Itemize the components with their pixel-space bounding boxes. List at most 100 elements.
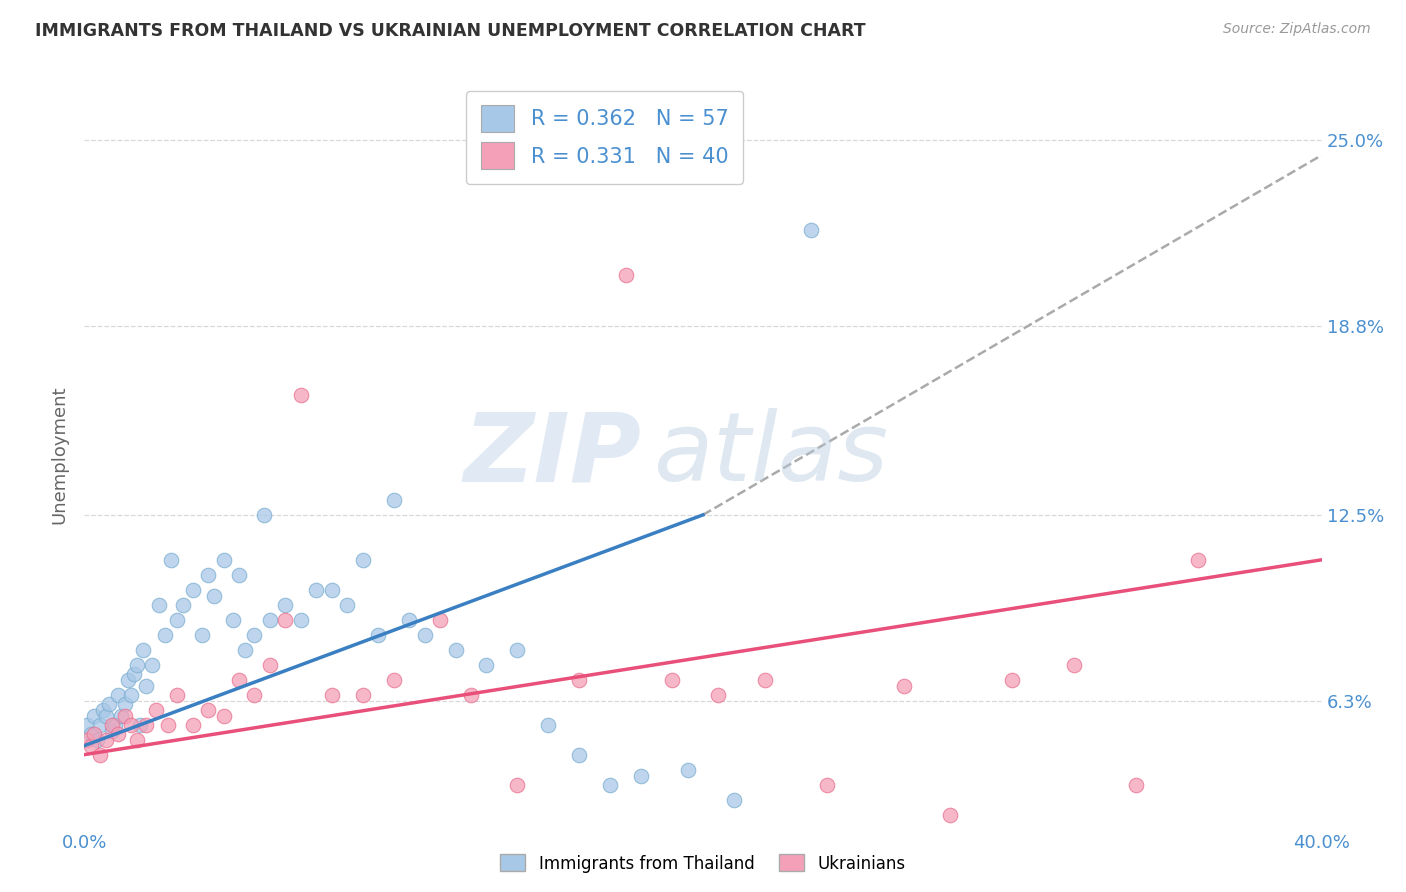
Point — [321, 688, 343, 702]
Point — [76, 717, 98, 731]
Text: atlas: atlas — [654, 409, 889, 501]
Point — [197, 703, 219, 717]
Point — [259, 613, 281, 627]
Point — [800, 223, 823, 237]
Point — [413, 628, 436, 642]
Point — [129, 717, 152, 731]
Point — [676, 763, 699, 777]
Point — [352, 553, 374, 567]
Point — [893, 679, 915, 693]
Point — [132, 642, 155, 657]
Point — [367, 628, 389, 642]
Point — [125, 657, 148, 672]
Point — [243, 628, 266, 642]
Point — [228, 673, 250, 687]
Point — [321, 582, 343, 597]
Point — [253, 508, 276, 522]
Point — [212, 553, 235, 567]
Point — [202, 589, 225, 603]
Point — [141, 657, 163, 672]
Point — [475, 657, 498, 672]
Point — [135, 679, 157, 693]
Point — [382, 492, 405, 507]
Point — [382, 673, 405, 687]
Point — [460, 688, 482, 702]
Point — [599, 778, 621, 792]
Point — [723, 792, 745, 806]
Point — [181, 582, 204, 597]
Point — [1063, 657, 1085, 672]
Point — [101, 717, 124, 731]
Point — [243, 688, 266, 702]
Point — [120, 717, 142, 731]
Point — [98, 697, 121, 711]
Point — [79, 739, 101, 753]
Point — [94, 708, 117, 723]
Point — [172, 598, 194, 612]
Point — [117, 673, 139, 687]
Point — [197, 567, 219, 582]
Point — [120, 688, 142, 702]
Point — [89, 717, 111, 731]
Point — [336, 598, 359, 612]
Point — [114, 697, 136, 711]
Point — [89, 747, 111, 762]
Point — [1125, 778, 1147, 792]
Point — [86, 732, 108, 747]
Point — [506, 642, 529, 657]
Point — [398, 613, 420, 627]
Point — [166, 613, 188, 627]
Point — [181, 717, 204, 731]
Point — [1187, 553, 1209, 567]
Point — [110, 708, 132, 723]
Point — [707, 688, 730, 702]
Point — [233, 642, 256, 657]
Text: IMMIGRANTS FROM THAILAND VS UKRAINIAN UNEMPLOYMENT CORRELATION CHART: IMMIGRANTS FROM THAILAND VS UKRAINIAN UN… — [35, 22, 866, 40]
Legend: R = 0.362   N = 57, R = 0.331   N = 40: R = 0.362 N = 57, R = 0.331 N = 40 — [465, 91, 742, 184]
Point — [122, 666, 145, 681]
Point — [614, 268, 637, 282]
Point — [444, 642, 467, 657]
Point — [274, 598, 297, 612]
Point — [160, 553, 183, 567]
Point — [83, 726, 105, 740]
Point — [290, 613, 312, 627]
Point — [939, 807, 962, 822]
Point — [148, 598, 170, 612]
Point — [222, 613, 245, 627]
Text: ZIP: ZIP — [463, 409, 641, 501]
Point — [125, 732, 148, 747]
Point — [114, 708, 136, 723]
Point — [107, 726, 129, 740]
Point — [305, 582, 328, 597]
Point — [630, 769, 652, 783]
Point — [352, 688, 374, 702]
Point — [506, 778, 529, 792]
Point — [166, 688, 188, 702]
Text: Source: ZipAtlas.com: Source: ZipAtlas.com — [1223, 22, 1371, 37]
Point — [259, 657, 281, 672]
Point — [212, 708, 235, 723]
Point — [191, 628, 214, 642]
Point — [274, 613, 297, 627]
Point — [79, 726, 101, 740]
Point — [76, 732, 98, 747]
Point — [104, 717, 127, 731]
Point — [135, 717, 157, 731]
Y-axis label: Unemployment: Unemployment — [51, 385, 69, 524]
Point — [91, 703, 114, 717]
Point — [1001, 673, 1024, 687]
Point — [815, 778, 838, 792]
Point — [429, 613, 451, 627]
Point — [153, 628, 176, 642]
Point — [228, 567, 250, 582]
Point — [94, 732, 117, 747]
Point — [83, 708, 105, 723]
Point — [290, 388, 312, 402]
Point — [661, 673, 683, 687]
Point — [568, 673, 591, 687]
Point — [754, 673, 776, 687]
Point — [537, 717, 560, 731]
Point — [101, 723, 124, 738]
Point — [107, 688, 129, 702]
